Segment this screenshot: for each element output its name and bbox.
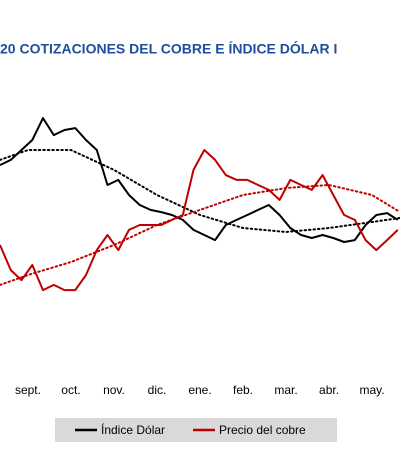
x-tick-label: nov.: [103, 383, 125, 397]
series-line: [0, 149, 399, 292]
x-tick-label: oct.: [61, 383, 80, 397]
trend-line: [0, 183, 400, 286]
x-tick-label: may.: [359, 383, 384, 397]
x-tick-label: abr.: [319, 383, 339, 397]
legend-label: Índice Dólar: [101, 422, 165, 437]
x-tick-label: dic.: [148, 383, 167, 397]
x-tick-label: sept.: [15, 383, 41, 397]
legend-label: Precio del cobre: [219, 423, 306, 437]
series-line: [0, 117, 399, 243]
trend-line: [0, 149, 400, 234]
chart-title: 20 COTIZACIONES DEL COBRE E ÍNDICE DÓLAR…: [0, 40, 337, 57]
x-tick-label: feb.: [233, 383, 253, 397]
x-tick-label: ene.: [188, 383, 211, 397]
x-tick-label: mar.: [274, 383, 297, 397]
